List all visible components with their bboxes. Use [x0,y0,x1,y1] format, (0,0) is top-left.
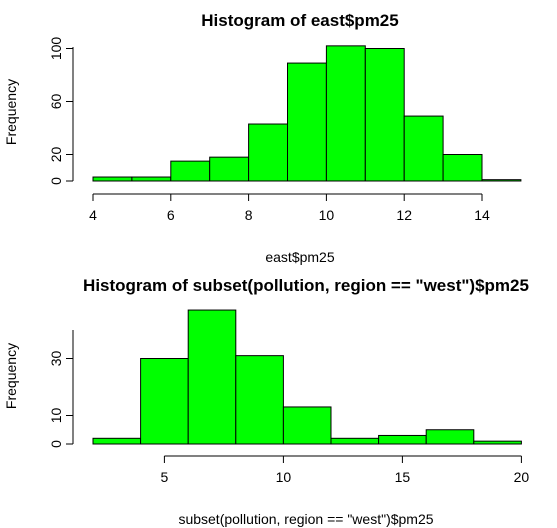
histogram-bar [442,154,483,182]
x-tick-label: 8 [245,207,253,223]
histogram-bar [140,358,189,445]
x-tick-label: 10 [276,469,292,485]
histogram-bar [481,179,522,182]
histogram-bar [325,45,366,182]
histogram-bar [235,355,284,445]
x-axis-label: east$pm25 [265,249,334,265]
histogram-bar [287,62,327,182]
y-axis: 0 10 30 [48,330,74,448]
y-axis: 0 20 60 100 [48,37,74,185]
x-tick-label: 5 [161,469,169,485]
histogram-bar [248,123,289,182]
y-tick-label: 0 [48,440,64,448]
y-tick-label: 60 [48,94,64,110]
histogram-bar [92,437,142,445]
histogram-bars [92,45,522,182]
x-axis: 5 10 15 20 [161,455,530,485]
histogram-bar [170,160,211,182]
x-tick-label: 10 [319,207,335,223]
x-tick-label: 15 [395,469,411,485]
x-tick-label: 14 [474,207,490,223]
x-tick-label: 20 [514,469,530,485]
chart-title: Histogram of subset(pollution, region ==… [83,276,529,295]
x-axis: 4 6 8 10 12 14 [89,193,490,223]
x-tick-label: 12 [396,207,412,223]
histogram-bar [187,309,237,445]
histogram-bar [403,115,444,182]
x-tick-label: 6 [167,207,175,223]
y-axis-label: Frequency [3,79,19,145]
x-axis-label: subset(pollution, region == "west")$pm25 [178,511,433,527]
histogram-bar [209,156,250,182]
histogram-bar [473,440,522,445]
y-tick-label: 100 [48,37,64,61]
y-tick-label: 30 [48,351,64,367]
histogram-bars [92,309,522,445]
histogram-bar [378,434,427,445]
y-tick-label: 0 [48,177,64,185]
y-tick-label: 10 [48,408,64,424]
y-axis-label: Frequency [3,343,19,409]
y-tick-label: 20 [48,147,64,163]
histogram-bar [364,48,405,182]
west-histogram-panel: Histogram of subset(pollution, region ==… [3,276,529,527]
x-tick-label: 4 [89,207,97,223]
chart-title: Histogram of east$pm25 [201,11,398,30]
histogram-bar [131,176,172,182]
histogram-bar [330,437,380,445]
histogram-bar [282,406,332,445]
histogram-bar [425,429,475,445]
histogram-bar [92,176,133,182]
east-histogram-panel: Histogram of east$pm25 Frequency east$pm… [3,11,522,265]
